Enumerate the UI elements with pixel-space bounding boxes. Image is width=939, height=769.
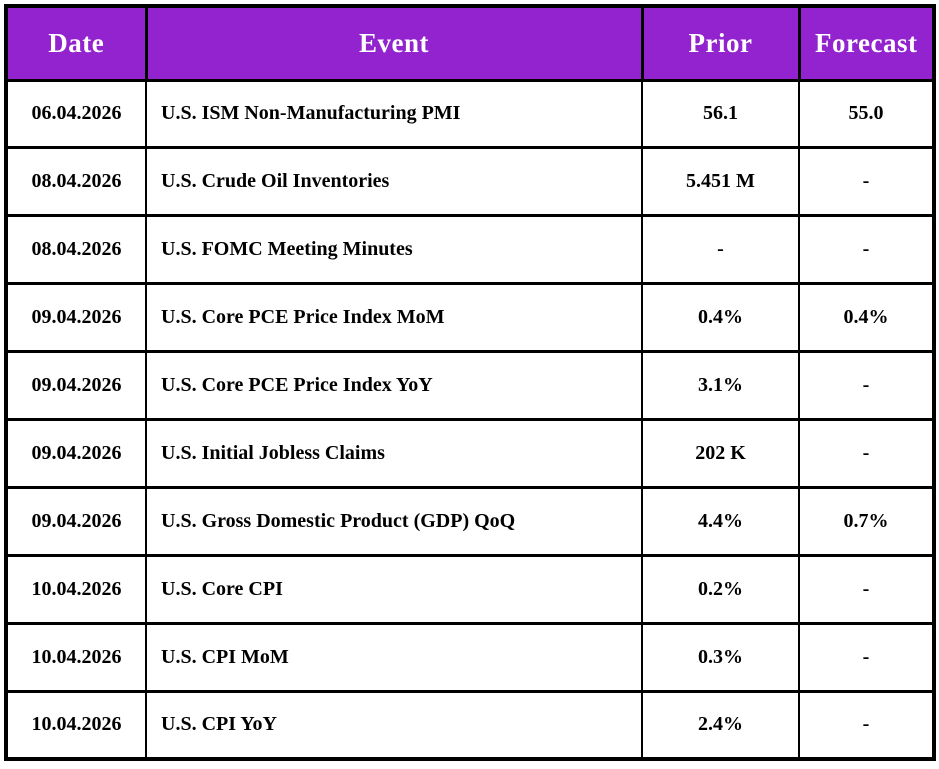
date-cell: 09.04.2026 [5, 485, 147, 557]
date-cell: 09.04.2026 [5, 350, 147, 421]
column-header-date: Date [4, 4, 148, 82]
prior-cell: 202 K [641, 417, 800, 489]
table-body: 06.04.2026 U.S. ISM Non-Manufacturing PM… [5, 78, 935, 761]
event-cell: U.S. CPI YoY [145, 689, 643, 761]
table-row: 06.04.2026 U.S. ISM Non-Manufacturing PM… [5, 78, 935, 150]
prior-cell: 5.451 M [641, 146, 800, 218]
date-cell: 10.04.2026 [5, 689, 147, 761]
date-cell: 06.04.2026 [5, 78, 147, 150]
date-cell: 10.04.2026 [5, 553, 147, 625]
table-row: 08.04.2026 U.S. Crude Oil Inventories 5.… [5, 146, 935, 218]
table-row: 10.04.2026 U.S. CPI MoM 0.3% - [5, 621, 935, 693]
prior-cell: 0.3% [641, 621, 800, 693]
date-cell: 08.04.2026 [5, 214, 147, 286]
forecast-cell: - [798, 621, 935, 693]
header-row: Date Event Prior Forecast [4, 4, 936, 82]
prior-cell: - [641, 214, 800, 286]
event-cell: U.S. Core PCE Price Index YoY [145, 350, 643, 421]
table-row: 09.04.2026 U.S. Initial Jobless Claims 2… [5, 417, 935, 489]
forecast-cell: - [798, 146, 935, 218]
event-cell: U.S. ISM Non-Manufacturing PMI [145, 78, 643, 150]
forecast-cell: - [798, 214, 935, 286]
forecast-cell: 55.0 [798, 78, 935, 150]
date-cell: 08.04.2026 [5, 146, 147, 218]
event-cell: U.S. Core CPI [145, 553, 643, 625]
economic-calendar-table: Date Event Prior Forecast 06.04.2026 U.S… [4, 4, 936, 761]
prior-cell: 0.2% [641, 553, 800, 625]
table-row: 10.04.2026 U.S. CPI YoY 2.4% - [5, 689, 935, 761]
forecast-cell: 0.4% [798, 282, 935, 354]
prior-cell: 56.1 [641, 78, 800, 150]
prior-cell: 3.1% [641, 350, 800, 421]
table-row: 09.04.2026 U.S. Core PCE Price Index MoM… [5, 282, 935, 354]
forecast-cell: - [798, 417, 935, 489]
prior-cell: 0.4% [641, 282, 800, 354]
event-cell: U.S. Gross Domestic Product (GDP) QoQ [145, 485, 643, 557]
date-cell: 09.04.2026 [5, 417, 147, 489]
column-header-prior: Prior [640, 4, 801, 82]
date-cell: 10.04.2026 [5, 621, 147, 693]
table-row: 10.04.2026 U.S. Core CPI 0.2% - [5, 553, 935, 625]
table-row: 08.04.2026 U.S. FOMC Meeting Minutes - - [5, 214, 935, 286]
forecast-cell: - [798, 553, 935, 625]
table-row: 09.04.2026 U.S. Gross Domestic Product (… [5, 485, 935, 557]
forecast-cell: 0.7% [798, 485, 935, 557]
event-cell: U.S. CPI MoM [145, 621, 643, 693]
date-cell: 09.04.2026 [5, 282, 147, 354]
column-header-event: Event [144, 4, 644, 82]
forecast-cell: - [798, 689, 935, 761]
event-cell: U.S. FOMC Meeting Minutes [145, 214, 643, 286]
prior-cell: 4.4% [641, 485, 800, 557]
column-header-forecast: Forecast [797, 4, 936, 82]
prior-cell: 2.4% [641, 689, 800, 761]
event-cell: U.S. Core PCE Price Index MoM [145, 282, 643, 354]
economic-calendar: Date Event Prior Forecast 06.04.2026 U.S… [4, 4, 936, 761]
event-cell: U.S. Initial Jobless Claims [145, 417, 643, 489]
event-cell: U.S. Crude Oil Inventories [145, 146, 643, 218]
forecast-cell: - [798, 350, 935, 421]
table-row: 09.04.2026 U.S. Core PCE Price Index YoY… [5, 350, 935, 421]
